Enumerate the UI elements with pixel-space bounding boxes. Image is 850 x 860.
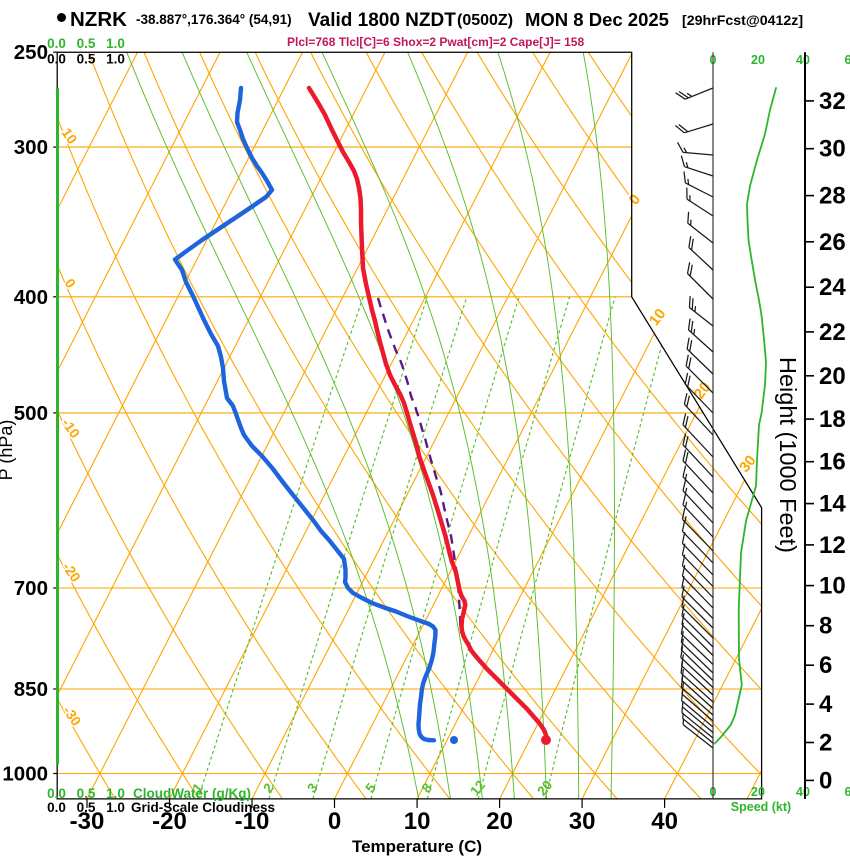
- svg-text:40: 40: [651, 808, 678, 835]
- svg-text:Plcl=768 Tlcl[C]=6 Shox=2 Pwat: Plcl=768 Tlcl[C]=6 Shox=2 Pwat[cm]=2 Cap…: [287, 35, 584, 49]
- svg-text:0.5: 0.5: [77, 786, 96, 801]
- svg-text:MON 8 Dec 2025: MON 8 Dec 2025: [525, 9, 669, 30]
- svg-text:[29hrFcst@0412z]: [29hrFcst@0412z]: [682, 13, 803, 29]
- svg-text:20: 20: [486, 808, 513, 835]
- svg-text:300: 300: [14, 136, 48, 159]
- svg-text:40: 40: [796, 785, 810, 799]
- svg-text:0: 0: [328, 808, 341, 835]
- svg-text:1.0: 1.0: [106, 800, 125, 815]
- svg-text:CloudWater (g/Kg): CloudWater (g/Kg): [133, 786, 251, 801]
- svg-text:Height (1000 Feet): Height (1000 Feet): [775, 357, 801, 553]
- svg-text:Valid 1800 NZDT: Valid 1800 NZDT: [308, 10, 456, 31]
- svg-text:0.5: 0.5: [77, 800, 96, 815]
- svg-text:0: 0: [819, 767, 832, 794]
- svg-text:8: 8: [819, 613, 832, 640]
- svg-text:0.5: 0.5: [77, 36, 96, 51]
- svg-text:24: 24: [819, 274, 846, 301]
- svg-text:Temperature (C): Temperature (C): [352, 837, 482, 856]
- svg-text:1.0: 1.0: [106, 786, 125, 801]
- svg-text:6: 6: [845, 785, 850, 799]
- svg-text:400: 400: [14, 286, 48, 309]
- svg-text:-20: -20: [152, 808, 187, 835]
- svg-text:20: 20: [819, 363, 846, 390]
- svg-text:30: 30: [819, 136, 846, 163]
- svg-text:NZRK: NZRK: [70, 8, 127, 31]
- svg-text:Speed (kt): Speed (kt): [731, 800, 791, 814]
- svg-text:4: 4: [819, 691, 833, 718]
- svg-text:20: 20: [534, 777, 555, 798]
- svg-text:850: 850: [14, 678, 48, 701]
- svg-text:1000: 1000: [2, 763, 48, 786]
- svg-text:0.5: 0.5: [77, 52, 96, 67]
- svg-text:14: 14: [819, 491, 846, 518]
- svg-text:28: 28: [819, 183, 846, 210]
- svg-text:16: 16: [819, 449, 846, 476]
- svg-text:0.0: 0.0: [47, 786, 66, 801]
- svg-text:-30: -30: [70, 808, 105, 835]
- svg-text:20: 20: [751, 53, 765, 67]
- svg-text:26: 26: [819, 229, 846, 256]
- svg-text:0.0: 0.0: [47, 36, 66, 51]
- svg-text:10: 10: [819, 573, 846, 600]
- svg-text:P (hPa): P (hPa): [0, 420, 16, 481]
- svg-text:12: 12: [819, 532, 846, 559]
- svg-text:-38.887°,176.364° (54,91): -38.887°,176.364° (54,91): [136, 12, 292, 27]
- svg-text:40: 40: [796, 53, 810, 67]
- svg-text:2: 2: [819, 730, 832, 757]
- svg-text:700: 700: [14, 577, 48, 600]
- svg-text:Grid-Scale Cloudiness: Grid-Scale Cloudiness: [131, 800, 275, 815]
- svg-text:20: 20: [751, 785, 765, 799]
- svg-text:32: 32: [819, 88, 846, 115]
- svg-text:1.0: 1.0: [106, 52, 125, 67]
- svg-text:500: 500: [14, 402, 48, 425]
- svg-text:6: 6: [819, 652, 832, 679]
- svg-text:0.0: 0.0: [47, 800, 66, 815]
- svg-text:250: 250: [14, 41, 48, 64]
- svg-text:(0500Z): (0500Z): [457, 12, 513, 29]
- svg-text:1.0: 1.0: [106, 36, 125, 51]
- svg-text:0.0: 0.0: [47, 52, 66, 67]
- svg-text:-10: -10: [235, 808, 270, 835]
- svg-text:18: 18: [819, 406, 846, 433]
- svg-text:30: 30: [569, 808, 596, 835]
- svg-text:6: 6: [845, 53, 850, 67]
- svg-text:22: 22: [819, 319, 846, 346]
- svg-text:12: 12: [467, 777, 488, 798]
- svg-text:10: 10: [404, 808, 431, 835]
